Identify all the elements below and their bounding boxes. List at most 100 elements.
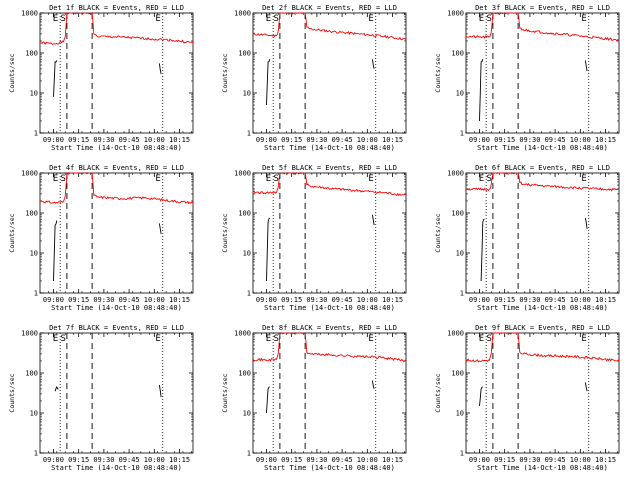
plot-frame — [465, 172, 620, 294]
y-tick-label: 10 — [456, 90, 464, 98]
x-tick-label: 09:45 — [119, 296, 140, 304]
y-tick-label: 1 — [460, 450, 464, 458]
y-tick-label: 1 — [460, 130, 464, 138]
x-tick-label: 09:45 — [332, 456, 353, 464]
x-tick-label: 10:00 — [570, 136, 591, 144]
x-tick-label: 10:15 — [169, 296, 190, 304]
x-tick-label: 10:15 — [595, 136, 616, 144]
e-marker-label: E — [479, 14, 484, 24]
x-tick-label: 09:00 — [256, 296, 277, 304]
y-tick-label: 10 — [30, 90, 38, 98]
y-tick-label: 1 — [34, 290, 38, 298]
x-tick-label: 09:30 — [306, 136, 327, 144]
y-tick-label: 1 — [247, 290, 251, 298]
panel-7: Det 7f BLACK = Events, RED = LLD 1 10 100 10… — [8, 324, 194, 472]
e-marker-label: E — [266, 174, 271, 184]
plot-frame — [39, 12, 194, 134]
x-tick-label: 09:45 — [119, 456, 140, 464]
x-tick-label: 10:00 — [570, 296, 591, 304]
x-tick-label: 09:15 — [494, 136, 515, 144]
e-marker-label: E — [155, 14, 160, 24]
x-tick-label: 09:30 — [519, 296, 540, 304]
series-events-line — [371, 380, 375, 390]
x-tick-label: 10:00 — [144, 456, 165, 464]
x-tick-label: 10:00 — [570, 456, 591, 464]
x-tick-label: 09:30 — [93, 456, 114, 464]
y-tick-label: 1 — [34, 130, 38, 138]
x-tick-label: 09:45 — [545, 296, 566, 304]
y-axis-label: Counts/sec — [434, 213, 442, 252]
x-axis-label: Start Time (14-Oct-10 08:48:40) — [477, 464, 608, 472]
y-tick-label: 1 — [34, 450, 38, 458]
y-tick-label: 100 — [238, 50, 251, 58]
y-axis-label: Counts/sec — [221, 53, 229, 92]
series-lld-line — [39, 171, 194, 205]
x-axis-label: Start Time (14-Oct-10 08:48:40) — [264, 304, 395, 312]
e-marker-label: E — [155, 334, 160, 344]
s-marker-label: S — [486, 334, 491, 344]
y-axis-label: Counts/sec — [8, 213, 16, 252]
x-tick-label: 09:30 — [519, 136, 540, 144]
e-marker-label: E — [479, 174, 484, 184]
x-tick-label: 10:15 — [595, 456, 616, 464]
panel-title: Det 7f BLACK = Events, RED = LLD — [49, 324, 184, 332]
y-tick-label: 1000 — [234, 170, 251, 178]
x-tick-label: 09:15 — [281, 296, 302, 304]
panel-6: Det 6f BLACK = Events, RED = LLD 1 10 100 10… — [434, 164, 620, 312]
x-tick-label: 09:30 — [306, 296, 327, 304]
y-axis-label: Counts/sec — [221, 213, 229, 252]
s-marker-label: S — [60, 334, 65, 344]
x-tick-label: 10:15 — [595, 296, 616, 304]
y-tick-label: 10 — [243, 410, 251, 418]
e-marker-label: E — [266, 334, 271, 344]
panel-5: Det 5f BLACK = Events, RED = LLD 1 10 100 10… — [221, 164, 407, 312]
y-tick-label: 10 — [30, 250, 38, 258]
y-axis-label: Counts/sec — [8, 373, 16, 412]
x-tick-label: 10:15 — [382, 456, 403, 464]
e-marker-label: E — [53, 334, 58, 344]
x-tick-label: 09:45 — [332, 136, 353, 144]
x-tick-label: 09:30 — [93, 296, 114, 304]
series-lld-line — [40, 11, 194, 45]
series-events-line — [584, 382, 588, 392]
e-marker-label: E — [368, 14, 373, 24]
s-marker-label: S — [486, 174, 491, 184]
series-events-line — [158, 223, 162, 234]
panel-title: Det 2f BLACK = Events, RED = LLD — [262, 4, 397, 12]
series-events-line — [53, 220, 58, 282]
y-axis-label: Counts/sec — [434, 53, 442, 92]
x-tick-label: 09:45 — [332, 296, 353, 304]
series-events-line — [54, 385, 59, 392]
x-tick-label: 09:15 — [68, 136, 89, 144]
x-tick-label: 10:00 — [144, 136, 165, 144]
x-axis-label: Start Time (14-Oct-10 08:48:40) — [264, 464, 395, 472]
panel-title: Det 6f BLACK = Events, RED = LLD — [475, 164, 610, 172]
x-tick-label: 09:00 — [43, 136, 64, 144]
y-axis-label: Counts/sec — [8, 53, 16, 92]
panel-4: Det 4f BLACK = Events, RED = LLD 1 10 100 10… — [8, 164, 194, 312]
e-marker-label: E — [266, 14, 271, 24]
x-tick-label: 09:15 — [494, 456, 515, 464]
y-tick-label: 1000 — [21, 10, 38, 18]
s-marker-label: S — [273, 14, 278, 24]
series-events-line — [371, 59, 375, 69]
y-tick-label: 1000 — [234, 330, 251, 338]
y-tick-label: 1000 — [447, 10, 464, 18]
x-tick-label: 09:15 — [68, 296, 89, 304]
y-tick-label: 1 — [460, 290, 464, 298]
plot-frame — [465, 332, 620, 454]
series-events-line — [584, 60, 588, 72]
series-events-line — [480, 218, 485, 282]
panel-title: Det 8f BLACK = Events, RED = LLD — [262, 324, 397, 332]
panel-2: Det 2f BLACK = Events, RED = LLD 1 10 100 10… — [221, 4, 407, 152]
series-lld-line — [465, 332, 620, 363]
x-tick-label: 10:15 — [382, 136, 403, 144]
series-lld-line — [252, 172, 407, 197]
x-tick-label: 09:00 — [256, 456, 277, 464]
x-axis-label: Start Time (14-Oct-10 08:48:40) — [51, 464, 182, 472]
y-tick-label: 100 — [451, 210, 464, 218]
y-tick-label: 100 — [25, 210, 38, 218]
series-lld-line — [252, 12, 407, 41]
x-axis-label: Start Time (14-Oct-10 08:48:40) — [477, 304, 608, 312]
e-marker-label: E — [53, 14, 58, 24]
